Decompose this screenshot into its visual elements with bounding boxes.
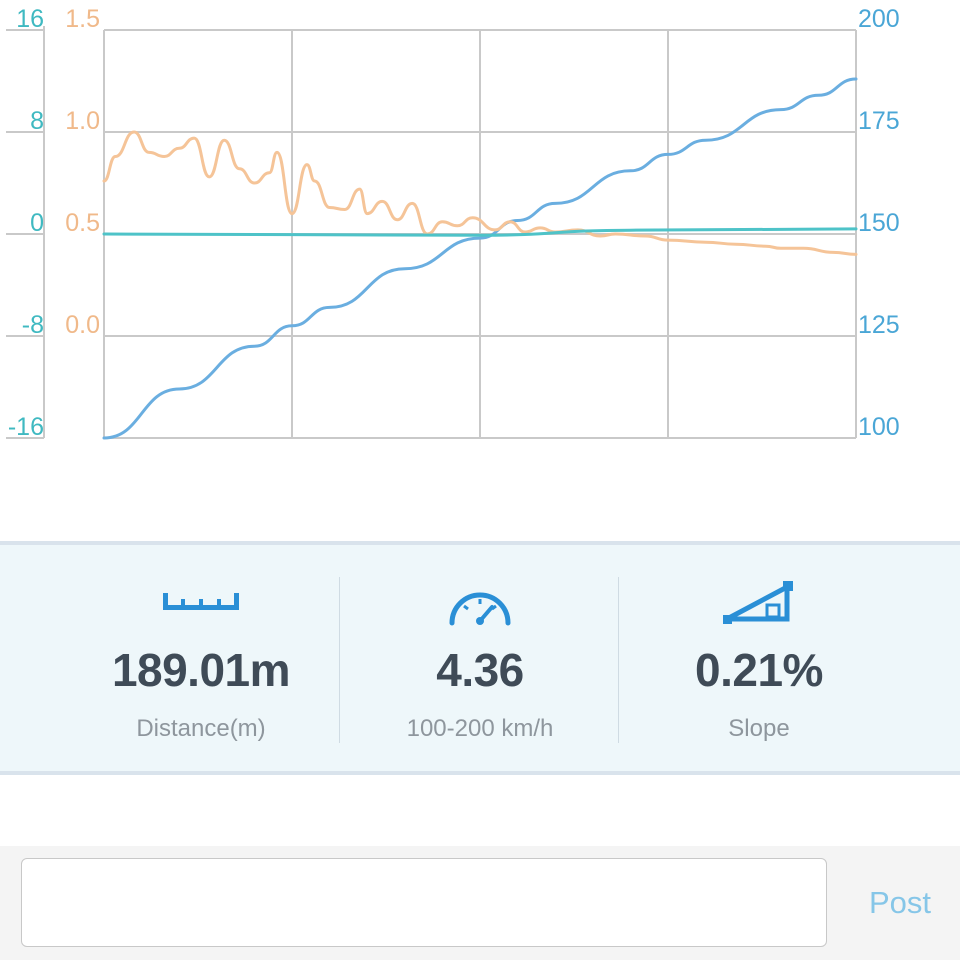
post-bar: Post: [0, 846, 960, 960]
right-tick-label: 125: [858, 311, 900, 339]
left-inner-tick-label: 1.5: [65, 5, 100, 33]
left-outer-tick-label: 0: [30, 209, 44, 237]
comment-input[interactable]: [21, 858, 827, 947]
speed-value: 4.36: [436, 644, 524, 696]
slope-series-line: [102, 227, 858, 237]
slope-label: Slope: [728, 715, 790, 742]
speed-chart: 16 8 0 -8 -16 1.5 1.0 0.5 0.0 200 175 150 125 100: [0, 0, 960, 450]
left-inner-tick-label: 1.0: [65, 107, 100, 135]
accel-series-line: [102, 130, 858, 256]
distance-label: Distance(m): [136, 715, 266, 742]
right-tick-label: 150: [858, 209, 900, 237]
slope-value: 0.21%: [695, 644, 823, 696]
post-button[interactable]: Post: [845, 878, 955, 928]
stat-speed: 4.36 100-200 km/h: [340, 545, 620, 771]
distance-value: 189.01m: [111, 644, 291, 696]
left-outer-tick-label: 16: [16, 5, 44, 33]
speed-label: 100-200 km/h: [406, 715, 554, 742]
divider: [339, 577, 340, 743]
right-tick-label: 175: [858, 107, 900, 135]
left-outer-tick-label: 8: [30, 107, 44, 135]
right-tick-label: 100: [858, 413, 900, 441]
right-tick-label: 200: [858, 5, 900, 33]
slope-icon: [723, 581, 793, 624]
chart-svg: 16 8 0 -8 -16 1.5 1.0 0.5 0.0 200 175 150 125 100: [6, 5, 900, 441]
left-inner-tick-label: 0.0: [65, 311, 100, 339]
divider: [618, 577, 619, 743]
ruler-icon: [163, 593, 239, 610]
left-outer-tick-label: -16: [8, 413, 44, 441]
left-inner-tick-label: 0.5: [65, 209, 100, 237]
speedometer-icon: [449, 592, 511, 626]
stat-slope: 0.21% Slope: [619, 545, 899, 771]
stat-distance: 189.01m Distance(m): [61, 545, 341, 771]
left-outer-tick-label: -8: [22, 311, 44, 339]
stats-panel: 189.01m Distance(m) 4.36 100-200 km/h 0.…: [0, 541, 960, 775]
